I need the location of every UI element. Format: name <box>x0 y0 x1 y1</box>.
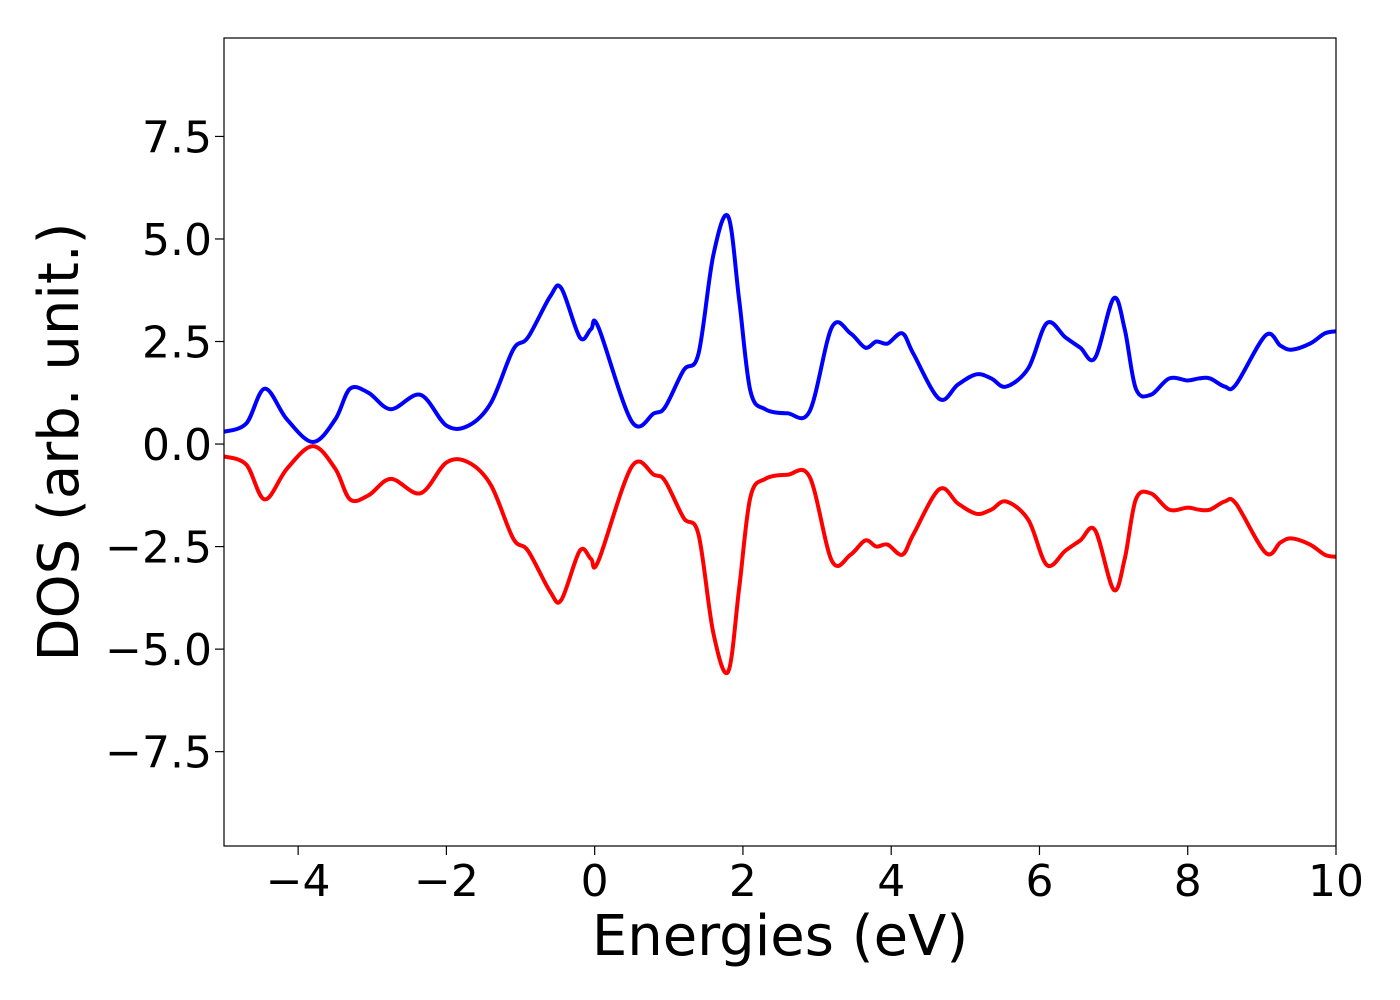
x-tick-label: 0 <box>581 856 609 907</box>
y-tick-label: −2.5 <box>105 523 212 574</box>
x-tick-label: −4 <box>266 856 331 907</box>
y-tick-label: 5.0 <box>142 215 212 266</box>
x-tick-label: 10 <box>1308 856 1364 907</box>
x-axis: −4 −2 0 2 4 6 8 10 <box>266 846 1364 907</box>
x-tick-label: 2 <box>729 856 757 907</box>
y-tick-label: 2.5 <box>142 318 212 369</box>
x-axis-title: Energies (eV) <box>592 904 968 969</box>
x-tick-label: 4 <box>877 856 905 907</box>
y-axis: 7.5 5.0 2.5 0.0 −2.5 −5.0 −7.5 <box>105 112 224 779</box>
plot-area <box>223 37 1337 847</box>
series-layer <box>224 212 1336 676</box>
y-tick-label: −5.0 <box>105 625 212 676</box>
x-tick-label: 6 <box>1025 856 1053 907</box>
plot-frame <box>223 37 1337 847</box>
x-tick-label: 8 <box>1174 856 1202 907</box>
y-tick-label: 0.0 <box>142 420 212 471</box>
series-line-1 <box>224 212 1336 444</box>
x-tick-label: −2 <box>414 856 479 907</box>
y-tick-label: −7.5 <box>105 728 212 779</box>
y-tick-label: 7.5 <box>142 112 212 163</box>
series-line-2 <box>224 444 1336 676</box>
y-axis-title: DOS (arb. unit.) <box>27 222 92 661</box>
